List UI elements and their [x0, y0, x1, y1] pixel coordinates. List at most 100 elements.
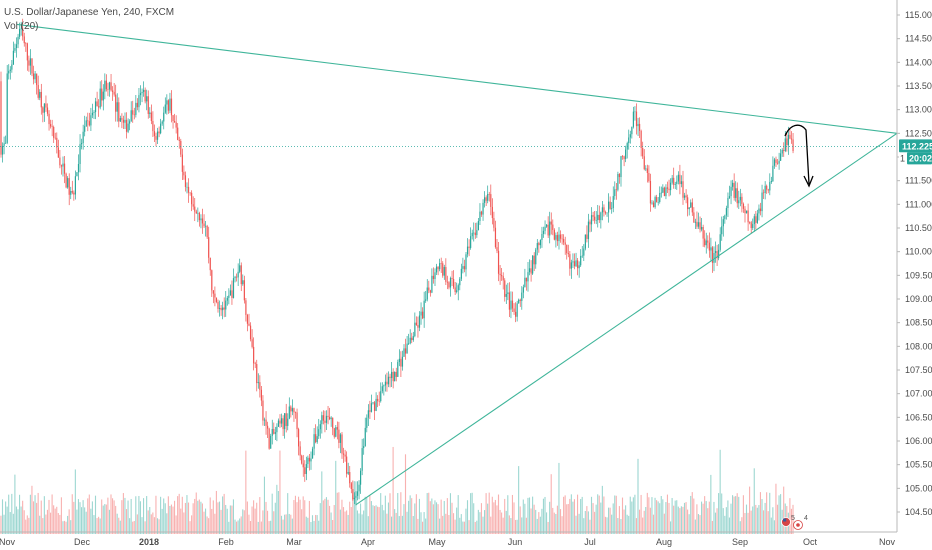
candle-50	[77, 154, 80, 181]
candle-417	[646, 164, 648, 183]
volume-bar-0	[0, 515, 2, 534]
volume-bar-83	[129, 518, 131, 534]
volume-bar-93	[144, 521, 146, 534]
volume-bar-337	[522, 499, 524, 534]
candle-152	[236, 273, 238, 282]
symbol-title: U.S. Dollar/Japanese Yen, 240, FXCM	[4, 7, 175, 18]
volume-bar-140	[217, 502, 219, 534]
candle-209	[324, 410, 326, 433]
candle-423	[656, 194, 658, 203]
candle-286	[443, 264, 445, 280]
candle-271	[420, 302, 422, 325]
volume-bar-389	[603, 496, 605, 534]
volume-bar-376	[583, 518, 585, 534]
volume-bar-364	[564, 495, 566, 534]
candle-27	[42, 106, 44, 123]
candle-499	[773, 157, 776, 169]
candle-353	[547, 216, 549, 239]
volume-bar-258	[400, 492, 402, 534]
candle-289	[448, 281, 450, 290]
volume-bar-496	[769, 492, 771, 534]
volume-bar-19	[29, 494, 31, 534]
volume-bar-128	[198, 499, 200, 534]
candle-55	[85, 116, 87, 127]
candle-263	[408, 333, 410, 345]
candle-1	[1, 142, 4, 163]
volume-bar-84	[130, 498, 132, 534]
volume-bar-8	[12, 513, 14, 534]
y-tick-label: 108.000	[905, 341, 932, 351]
candle-339	[525, 277, 528, 291]
candle-435	[674, 181, 676, 190]
candle-45	[70, 186, 72, 200]
volume-bar-86	[133, 521, 135, 534]
candle-413	[640, 129, 642, 157]
candle-219	[339, 432, 342, 454]
volume-bar-189	[293, 500, 295, 534]
candle-501	[776, 158, 779, 165]
volume-bar-186	[288, 513, 290, 534]
volume-bar-443	[687, 509, 689, 534]
candle-15	[23, 32, 25, 47]
candle-165	[256, 359, 258, 392]
volume-bar-236	[366, 497, 368, 534]
candle-131	[203, 214, 205, 228]
volume-bar-345	[535, 509, 537, 534]
volume-bar-312	[484, 510, 486, 534]
volume-bar-185	[287, 493, 289, 534]
volume-bar-139	[215, 490, 217, 534]
candle-301	[466, 238, 469, 258]
candle-350	[542, 226, 545, 238]
candle-90	[139, 85, 142, 106]
candle-211	[327, 406, 329, 425]
trendline-support[interactable]	[355, 132, 898, 506]
event-marker-count[interactable]: 5	[791, 515, 795, 522]
event-marker-count[interactable]: 4	[804, 515, 808, 522]
volume-bar-243	[377, 506, 379, 534]
candle-502	[778, 152, 780, 170]
candle-13	[20, 21, 22, 36]
volume-bar-163	[253, 500, 255, 534]
volume-bar-410	[635, 518, 637, 534]
volume-bar-17	[26, 515, 28, 534]
volume-bar-262	[406, 511, 408, 534]
candle-340	[527, 261, 529, 292]
annotation-curve[interactable]	[784, 124, 810, 185]
candle-346	[536, 239, 538, 256]
candle-291	[451, 270, 453, 287]
volume-bar-419	[649, 507, 651, 534]
volume-bar-85	[132, 521, 134, 534]
trendline-resistance[interactable]	[16, 23, 898, 134]
volume-bar-47	[73, 501, 75, 534]
candle-142	[220, 305, 222, 316]
volume-bar-462	[716, 508, 718, 534]
volume-bar-249	[386, 513, 388, 534]
volume-bar-31	[48, 499, 50, 534]
volume-bar-290	[449, 493, 451, 534]
volume-bar-377	[584, 511, 586, 534]
volume-bar-297	[460, 514, 462, 534]
volume-bar-387	[600, 502, 602, 534]
volume-bar-80	[124, 497, 126, 534]
candle-40	[62, 156, 64, 177]
volume-bar-320	[496, 505, 498, 534]
volume-bar-51	[79, 502, 81, 534]
candle-345	[535, 247, 537, 269]
trendlines[interactable]	[0, 23, 898, 506]
candle-174	[270, 433, 272, 449]
candle-462	[716, 244, 718, 266]
candle-290	[449, 276, 452, 297]
volume-bar-227	[352, 494, 354, 534]
volume-bar-50	[77, 499, 79, 534]
volume-bar-270	[418, 498, 420, 534]
candle-58	[90, 107, 92, 131]
volume-bar-473	[733, 496, 735, 534]
candle-178	[276, 423, 278, 442]
volume-bar-381	[590, 496, 593, 534]
volume-bar-41	[63, 520, 66, 534]
candle-478	[741, 193, 743, 213]
annotation-arrow[interactable]	[784, 124, 814, 188]
